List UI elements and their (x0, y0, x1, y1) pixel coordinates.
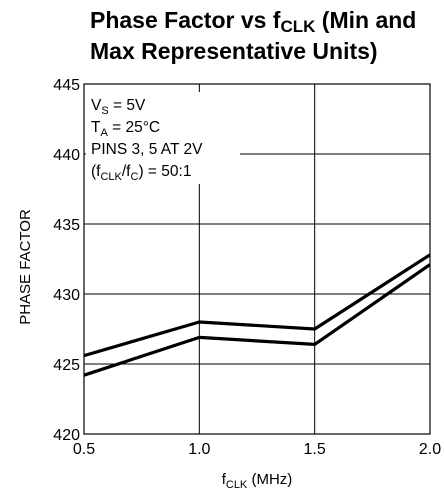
series-lines (83, 253, 431, 377)
x-tick-label: 1.0 (188, 441, 210, 458)
chart-title-subscript: CLK (280, 17, 316, 36)
x-axis-label: fCLK (MHz) (222, 471, 293, 491)
y-axis-ticks: 420 425 430 435 440 445 (53, 77, 80, 444)
annotation-text: ) = 50:1 (138, 163, 191, 180)
annotation-subscript: CLK (100, 171, 122, 183)
annotation-background (86, 92, 240, 184)
annotation-text: /f (122, 163, 131, 180)
y-tick-label: 425 (53, 357, 80, 374)
chart-title-line-1: Phase Factor vs fCLK (Min and (90, 7, 417, 36)
x-axis-label-subscript: CLK (226, 479, 248, 491)
annotation-text: T (91, 119, 101, 136)
chart-title: Phase Factor vs fCLK (Min and Max Repres… (90, 6, 430, 65)
y-tick-label: 430 (53, 287, 80, 304)
y-tick-label: 445 (53, 77, 80, 94)
annotation-subscript: C (131, 171, 139, 183)
y-tick-label: 440 (53, 147, 80, 164)
annotation-line-2: TA = 25°C (91, 119, 160, 139)
x-tick-label: 0.5 (73, 441, 95, 458)
series-line-2 (83, 263, 431, 377)
annotation-text: (f (91, 163, 101, 180)
x-tick-label: 1.5 (304, 441, 326, 458)
y-tick-label: 435 (53, 217, 80, 234)
plot-frame (83, 83, 431, 435)
y-axis-label: PHASE FACTOR (17, 209, 34, 325)
series-line-1 (83, 253, 431, 358)
x-axis-label-part: f (222, 471, 227, 488)
x-axis-label-part: (MHz) (247, 471, 292, 488)
annotation-line-4: (fCLK/fC) = 50:1 (91, 163, 191, 183)
y-tick-label: 420 (53, 427, 80, 444)
annotation-subscript: S (101, 105, 108, 117)
annotation-text: V (91, 97, 102, 114)
annotation-line-1: VS = 5V (91, 97, 146, 117)
annotation-subscript: A (100, 127, 108, 139)
annotation-text: PINS 3, 5 AT 2V (91, 141, 203, 158)
x-axis-ticks: 0.5 1.0 1.5 2.0 (73, 441, 441, 458)
annotation-text: = 25°C (108, 119, 160, 136)
x-tick-label: 2.0 (419, 441, 441, 458)
chart-title-line-2: Max Representative Units) (90, 38, 378, 64)
annotation-line-3: PINS 3, 5 AT 2V (91, 141, 203, 158)
annotation-text: = 5V (109, 97, 146, 114)
grid-lines (84, 84, 430, 434)
